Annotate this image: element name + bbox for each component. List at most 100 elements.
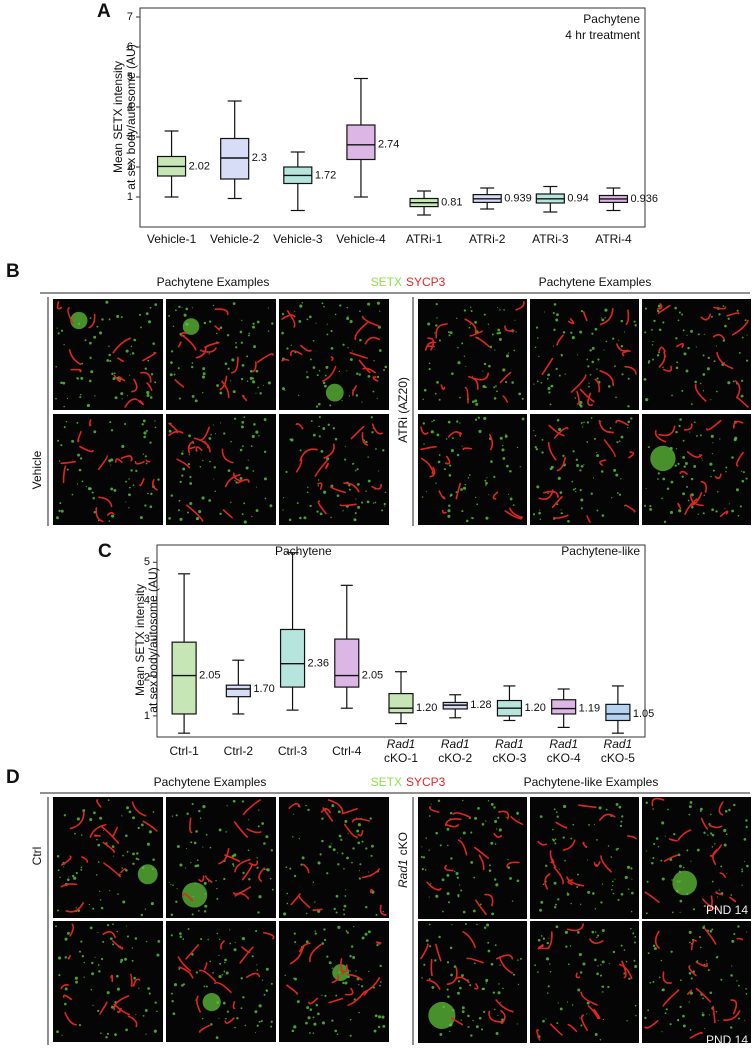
green-signal [627,420,631,424]
green-signal [427,322,431,326]
red-axis [593,861,601,868]
red-axis [79,445,94,453]
green-signal [455,872,459,876]
green-signal [306,375,309,379]
green-signal [208,437,212,440]
green-signal [76,817,80,821]
green-signal [611,497,613,499]
red-axis [140,371,152,383]
green-signal [314,901,316,903]
green-signal [342,510,344,512]
green-signal [702,512,705,515]
green-signal [482,384,486,389]
red-axis [599,813,616,821]
green-signal [445,438,448,440]
green-signal [345,930,348,932]
green-signal [509,497,513,501]
green-signal [498,983,500,985]
green-signal [325,365,329,369]
green-signal [306,1006,310,1010]
green-signal [594,931,597,933]
green-signal [694,380,697,384]
green-signal [627,427,629,429]
panel-letter: D [6,767,20,788]
green-signal [497,307,499,309]
red-axis [145,459,151,463]
green-signal [481,823,485,826]
green-signal [610,888,613,891]
green-signal [450,449,454,453]
green-signal [579,1017,581,1019]
green-signal [256,320,260,324]
green-signal [231,358,235,362]
green-body [202,992,221,1012]
red-axis [420,457,435,477]
red-axis [547,441,557,461]
green-signal [674,306,677,310]
green-signal [540,935,543,937]
green-signal [490,841,494,845]
green-signal [195,518,198,521]
green-signal [357,482,360,486]
green-signal [305,804,307,807]
red-axis [111,826,119,838]
green-signal [333,907,336,911]
green-signal [221,973,224,976]
green-signal [131,959,134,962]
red-axis [137,399,144,406]
green-signal [461,1006,465,1010]
green-signal [509,877,512,880]
row-label: Rad1cKO [396,832,410,888]
green-signal [482,370,484,372]
green-signal [576,354,579,356]
green-signal [615,848,618,851]
green-signal [199,817,202,819]
red-axis [464,318,477,334]
green-signal [688,813,691,816]
green-signal [722,305,725,307]
green-signal [599,974,602,977]
green-signal [243,520,247,524]
micrograph [166,921,276,1042]
micrograph [418,921,527,1043]
green-signal [312,366,316,369]
green-signal [241,513,244,516]
green-signal [241,445,244,448]
red-axis [187,440,194,454]
red-axis [358,359,371,374]
box-group: 0.936 [598,187,658,212]
red-axis [218,847,230,865]
green-signal [469,306,472,309]
green-signal [252,470,255,472]
green-signal [187,928,190,930]
green-signal [91,491,94,494]
green-signal [376,301,381,305]
red-axis [603,439,616,458]
green-signal [596,509,599,512]
green-signal [215,879,217,882]
micrograph-bg [166,299,276,410]
green-signal [177,509,180,512]
green-signal [322,427,326,430]
green-signal [312,433,316,437]
green-signal [502,368,506,372]
green-signal [292,836,294,838]
red-axis [146,382,153,392]
value-label: 2.74 [378,139,399,151]
green-signal [495,828,498,830]
green-signal [369,817,372,820]
green-signal [685,369,689,373]
green-signal [232,863,235,866]
green-signal [207,938,209,941]
green-signal [534,346,537,349]
box-group: 0.939 [472,187,532,210]
green-signal [255,486,257,488]
green-signal [332,427,336,430]
value-label: 2.05 [362,669,383,681]
green-signal [384,505,386,507]
green-signal [711,833,715,837]
green-signal [306,318,309,321]
red-axis [556,456,566,472]
red-axis [60,460,77,465]
box-group: 0.81 [409,190,462,216]
